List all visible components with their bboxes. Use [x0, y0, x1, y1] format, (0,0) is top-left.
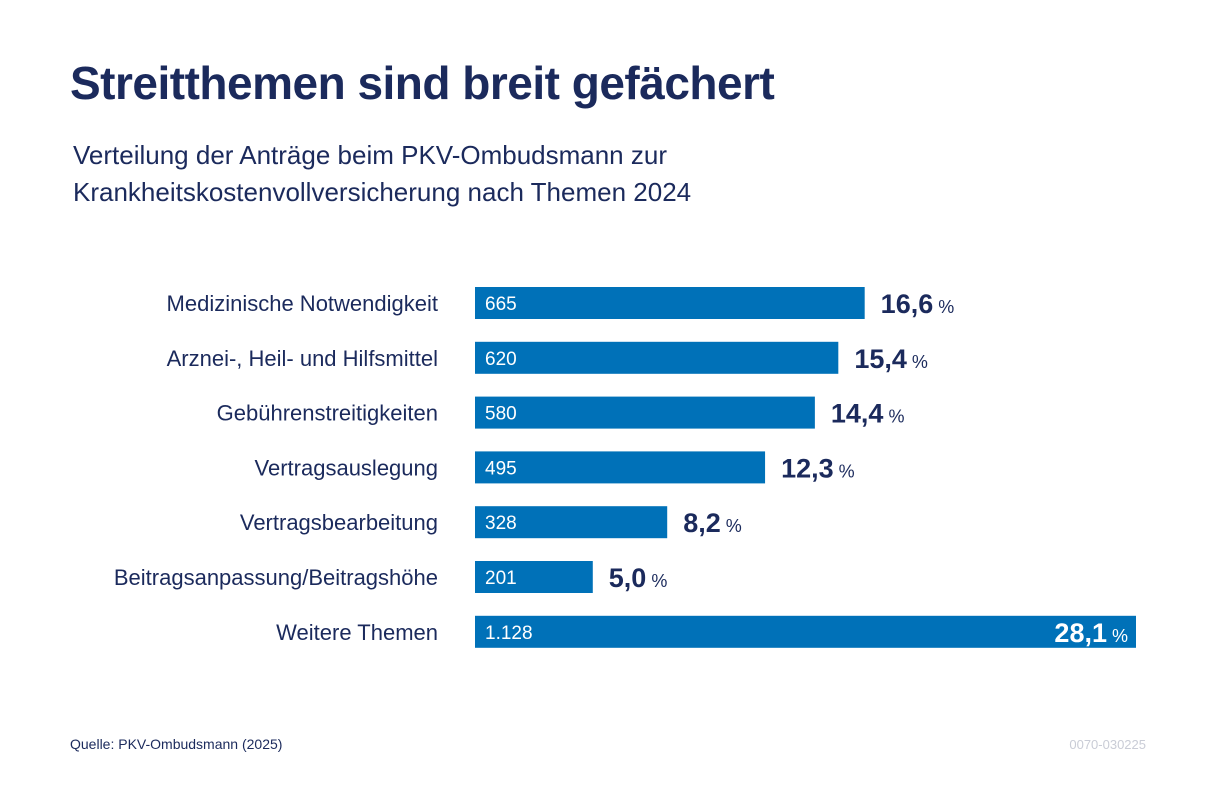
- subtitle-line-1: Verteilung der Anträge beim PKV-Ombudsma…: [73, 140, 667, 170]
- percent-label: 28,1%: [1054, 618, 1128, 648]
- bar: [475, 287, 865, 319]
- percent-unit: %: [726, 516, 742, 536]
- category-label: Medizinische Notwendigkeit: [167, 291, 438, 316]
- percent-value: 12,3: [781, 453, 834, 483]
- bar-count-label: 580: [485, 404, 517, 425]
- category-label: Vertragsauslegung: [255, 455, 438, 480]
- percent-label: 15,4%: [854, 344, 928, 374]
- percent-label: 8,2%: [683, 508, 742, 538]
- category-label: Gebührenstreitigkeiten: [217, 401, 438, 426]
- percent-value: 8,2: [683, 508, 721, 538]
- bar-count-label: 328: [485, 513, 517, 534]
- percent-unit: %: [839, 461, 855, 481]
- percent-unit: %: [1112, 626, 1128, 646]
- bar-count-label: 620: [485, 349, 517, 370]
- category-label: Vertragsbearbeitung: [240, 510, 438, 535]
- category-label: Weitere Themen: [276, 620, 438, 645]
- percent-label: 16,6%: [881, 289, 955, 319]
- bar: [475, 615, 1136, 648]
- bar: [475, 451, 766, 484]
- graphic-code: 0070-030225: [1069, 737, 1146, 752]
- percent-value: 28,1: [1054, 618, 1107, 648]
- bar: [475, 561, 593, 593]
- percent-unit: %: [938, 297, 954, 317]
- chart-subtitle: Verteilung der Anträge beim PKV-Ombudsma…: [73, 137, 973, 211]
- percent-value: 5,0: [609, 563, 647, 593]
- percent-unit: %: [651, 571, 667, 591]
- bar: [475, 506, 668, 539]
- bar-count-label: 201: [485, 568, 517, 589]
- percent-unit: %: [888, 407, 904, 427]
- percent-label: 14,4%: [831, 399, 905, 429]
- bar-count-label: 665: [485, 294, 517, 315]
- percent-value: 16,6: [881, 289, 934, 319]
- subtitle-line-2: Krankheitskostenvollversicherung nach Th…: [73, 177, 692, 207]
- percent-value: 15,4: [854, 344, 907, 374]
- category-label: Beitragsanpassung/Beitragshöhe: [114, 565, 438, 590]
- bar: [475, 341, 839, 374]
- bar-count-label: 495: [485, 458, 517, 479]
- percent-label: 5,0%: [609, 563, 668, 593]
- source-note: Quelle: PKV-Ombudsmann (2025): [70, 736, 283, 752]
- percent-label: 12,3%: [781, 453, 855, 483]
- percent-value: 14,4: [831, 399, 884, 429]
- category-label: Arznei-, Heil- und Hilfsmittel: [167, 346, 438, 371]
- percent-unit: %: [912, 352, 928, 372]
- bar-count-label: 1.128: [485, 623, 533, 644]
- chart-title: Streitthemen sind breit gefächert: [70, 57, 775, 109]
- bar: [475, 396, 815, 429]
